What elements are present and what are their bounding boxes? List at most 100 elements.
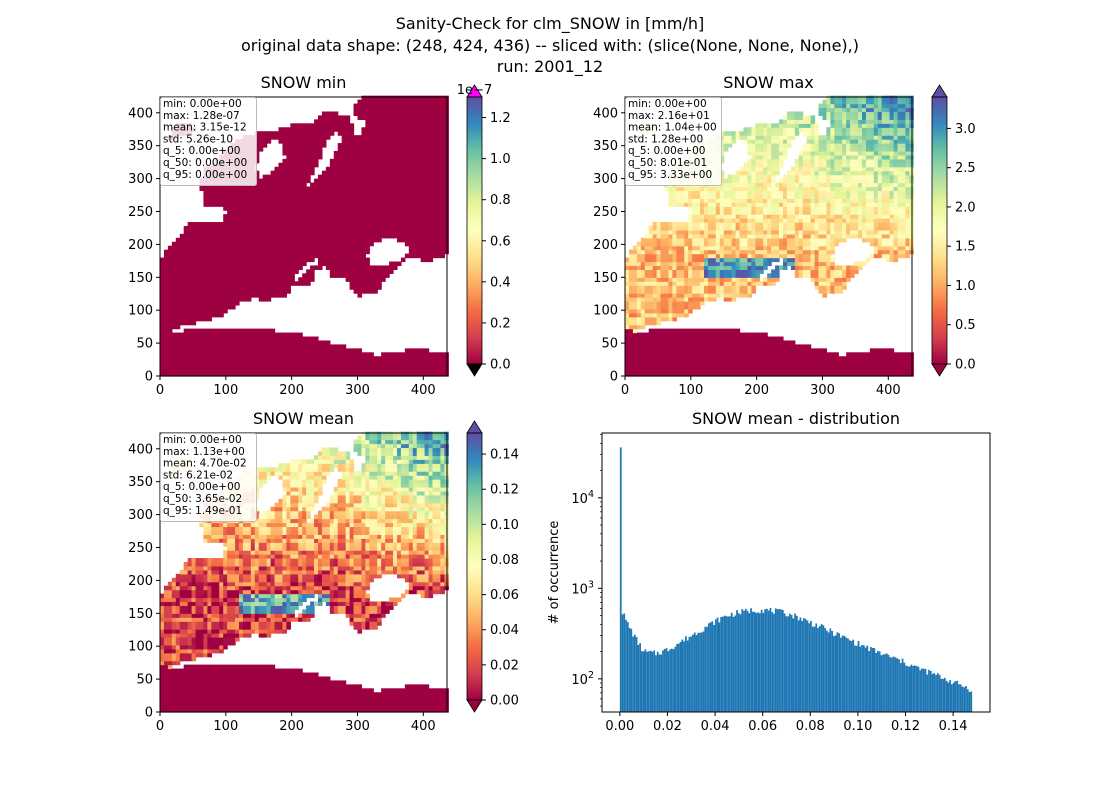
heatmap-cell	[648, 281, 654, 286]
heatmap-cell	[250, 190, 256, 195]
heatmap-cell	[274, 135, 280, 140]
heatmap-cell	[337, 115, 343, 120]
heatmap-cell	[349, 237, 355, 243]
heatmap-cell	[636, 269, 642, 274]
heatmap-cell	[306, 202, 311, 207]
heatmap-cell	[715, 190, 721, 195]
heatmap-cell	[171, 257, 177, 263]
heatmap-cell	[258, 293, 264, 298]
heatmap-cell	[369, 210, 374, 215]
heatmap-cell	[175, 372, 181, 377]
heatmap-cell	[274, 190, 280, 195]
heatmap-cell	[412, 222, 418, 227]
heatmap-cell	[341, 119, 347, 124]
heatmap-cell	[652, 225, 658, 231]
heatmap-cell	[396, 166, 402, 172]
heatmap-cell	[416, 154, 422, 160]
heatmap-cell	[325, 166, 331, 172]
heatmap-cell	[389, 111, 394, 117]
heatmap-cell	[250, 344, 256, 349]
heatmap-cell	[436, 210, 442, 215]
heatmap-cell	[400, 162, 406, 168]
heatmap-cell	[258, 281, 264, 286]
heatmap-cell	[676, 253, 681, 259]
heatmap-cell	[636, 368, 642, 373]
heatmap-cell	[668, 277, 673, 282]
heatmap-cell	[215, 356, 220, 361]
heatmap-cell	[163, 348, 169, 353]
heatmap-cell	[333, 158, 339, 164]
heatmap-cell	[719, 174, 725, 180]
heatmap-cell	[254, 253, 260, 259]
heatmap-cell	[404, 111, 410, 117]
heatmap-cell	[294, 131, 299, 136]
heatmap-cell	[231, 245, 236, 251]
heatmap-cell	[707, 202, 713, 207]
heatmap-cell	[294, 344, 299, 349]
heatmap-cell	[656, 304, 662, 310]
heatmap-cell	[636, 289, 642, 294]
heatmap-cell	[227, 304, 232, 310]
heatmap-cell	[314, 206, 319, 211]
heatmap-cell	[428, 237, 434, 243]
heatmap-cell	[424, 249, 430, 255]
heatmap-cell	[365, 103, 370, 109]
heatmap-cell	[636, 360, 642, 365]
heatmap-cell	[270, 190, 276, 195]
heatmap-cell	[258, 198, 264, 203]
heatmap-cell	[377, 99, 382, 105]
heatmap-cell	[381, 356, 386, 361]
heatmap-cell	[424, 158, 430, 164]
heatmap-cell	[707, 269, 713, 274]
heatmap-cell	[715, 225, 721, 231]
heatmap-cell	[420, 150, 426, 156]
heatmap-cell	[684, 198, 689, 203]
heatmap-cell	[317, 225, 323, 231]
heatmap-cell	[357, 202, 363, 207]
heatmap-cell	[440, 245, 445, 251]
heatmap-cell	[298, 198, 303, 203]
heatmap-cell	[416, 233, 422, 239]
heatmap-cell	[692, 356, 697, 361]
heatmap-cell	[668, 344, 673, 349]
heatmap-cell	[428, 107, 434, 113]
heatmap-cell	[306, 253, 311, 259]
heatmap-cell	[191, 328, 197, 334]
heatmap-cell	[238, 261, 244, 267]
heatmap-cell	[321, 182, 327, 188]
heatmap-cell	[179, 372, 185, 377]
heatmap-cell	[203, 190, 208, 195]
heatmap-cell	[250, 352, 256, 357]
heatmap-cell	[416, 237, 422, 243]
heatmap-cell	[432, 150, 438, 156]
heatmap-cell	[628, 300, 634, 306]
heatmap-cell	[440, 182, 445, 188]
heatmap-cell	[644, 364, 650, 369]
heatmap-cell	[357, 166, 363, 172]
heatmap-cell	[715, 198, 721, 203]
heatmap-cell	[692, 304, 697, 310]
heatmap-cell	[250, 277, 256, 282]
heatmap-cell	[747, 127, 752, 132]
heatmap-cell	[735, 269, 741, 274]
heatmap-cell	[640, 336, 646, 342]
heatmap-cell	[420, 360, 426, 365]
heatmap-cell	[266, 297, 272, 302]
heatmap-cell	[365, 289, 370, 294]
heatmap-cell	[416, 225, 422, 231]
heatmap-cell	[692, 237, 697, 243]
heatmap-cell	[231, 229, 236, 235]
heatmap-cell	[751, 233, 756, 239]
heatmap-cell	[412, 253, 418, 259]
heatmap-cell	[400, 178, 406, 184]
heatmap-cell	[751, 340, 756, 346]
heatmap-cell	[381, 190, 386, 195]
heatmap-cell	[314, 237, 319, 243]
heatmap-cell	[294, 178, 299, 184]
heatmap-cell	[345, 245, 351, 251]
heatmap-cell	[183, 332, 189, 338]
heatmap-cell	[684, 281, 689, 286]
heatmap-cell	[231, 297, 236, 302]
heatmap-cell	[751, 154, 756, 160]
heatmap-cell	[723, 190, 729, 195]
